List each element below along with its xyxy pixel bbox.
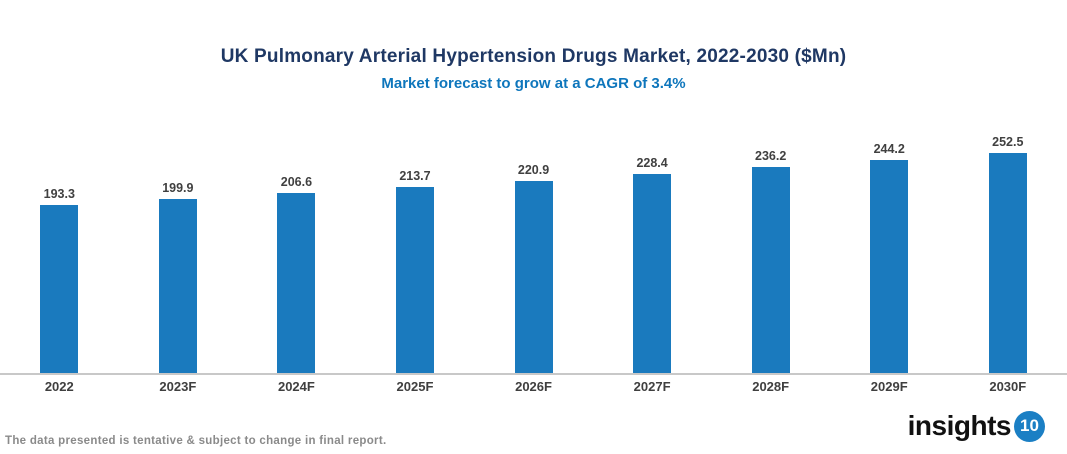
- bar-group: 236.2: [711, 133, 830, 373]
- bar: [40, 205, 79, 373]
- plot-area: 193.3 199.9 206.6 213.7 220.9 228.4 236.…: [0, 133, 1067, 373]
- bar-value-label: 228.4: [636, 156, 668, 170]
- bar-group: 193.3: [0, 133, 119, 373]
- bar: [988, 153, 1027, 373]
- bar-value-label: 199.9: [162, 181, 194, 195]
- bar: [514, 181, 553, 373]
- x-tick-label: 2030F: [989, 379, 1027, 394]
- chart-title: UK Pulmonary Arterial Hypertension Drugs…: [220, 46, 847, 67]
- x-tick-label: 2029F: [870, 379, 908, 394]
- disclaimer-text: The data presented is tentative & subjec…: [5, 435, 387, 447]
- x-tick-label: 2026F: [515, 379, 552, 394]
- x-axis-labels: 2022 2023F 2024F 2025F 2026F 2027F 2028F…: [0, 379, 1067, 394]
- bar: [158, 199, 197, 373]
- x-tick-label: 2024F: [277, 379, 315, 394]
- bar-value-label: 244.2: [873, 142, 905, 156]
- x-axis-line: [0, 373, 1067, 375]
- bar: [633, 174, 672, 373]
- insights10-logo: insights 10: [908, 410, 1045, 442]
- bar-value-label: 206.6: [280, 175, 313, 189]
- bar-group: 220.9: [474, 133, 593, 373]
- x-tick-label: 2028F: [752, 379, 790, 394]
- bar-group: 252.5: [949, 133, 1067, 373]
- bar-group: 244.2: [830, 133, 949, 373]
- bar-group: 206.6: [237, 133, 356, 373]
- bar-value-label: 252.5: [992, 135, 1024, 149]
- bar: [395, 187, 434, 373]
- logo-text: insights: [907, 410, 1012, 441]
- bar-group: 199.9: [119, 133, 238, 373]
- bar-value-label: 213.7: [399, 169, 431, 183]
- x-tick-label: 2025F: [396, 379, 434, 394]
- bar-value-label: 220.9: [517, 163, 550, 177]
- bar-group: 228.4: [593, 133, 712, 373]
- x-tick-label: 2027F: [633, 379, 671, 394]
- bar: [277, 193, 316, 373]
- bar-value-label: 236.2: [755, 149, 787, 163]
- bar: [870, 160, 909, 373]
- logo-badge: 10: [1014, 410, 1045, 442]
- bar-group: 213.7: [356, 133, 475, 373]
- chart-subtitle: Market forecast to grow at a CAGR of 3.4…: [381, 75, 686, 92]
- bar: [751, 167, 790, 373]
- x-tick-label: 2023F: [159, 379, 197, 394]
- bar-value-label: 193.3: [43, 187, 75, 201]
- x-tick-label: 2022: [44, 379, 74, 394]
